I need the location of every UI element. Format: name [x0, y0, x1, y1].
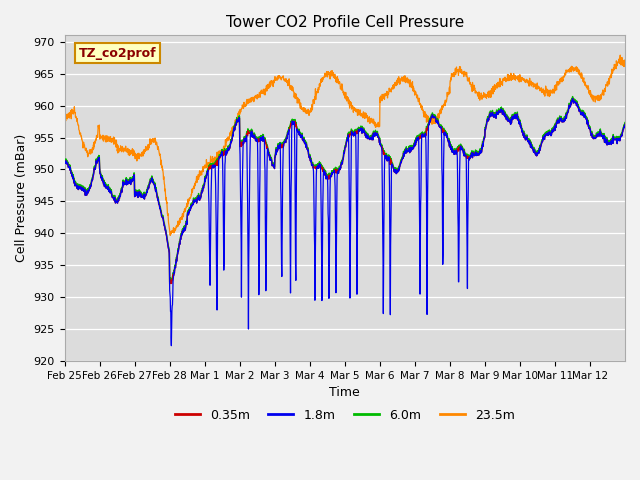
X-axis label: Time: Time — [330, 386, 360, 399]
Text: TZ_co2prof: TZ_co2prof — [79, 47, 156, 60]
Y-axis label: Cell Pressure (mBar): Cell Pressure (mBar) — [15, 134, 28, 263]
Title: Tower CO2 Profile Cell Pressure: Tower CO2 Profile Cell Pressure — [226, 15, 464, 30]
Legend: 0.35m, 1.8m, 6.0m, 23.5m: 0.35m, 1.8m, 6.0m, 23.5m — [170, 404, 520, 427]
